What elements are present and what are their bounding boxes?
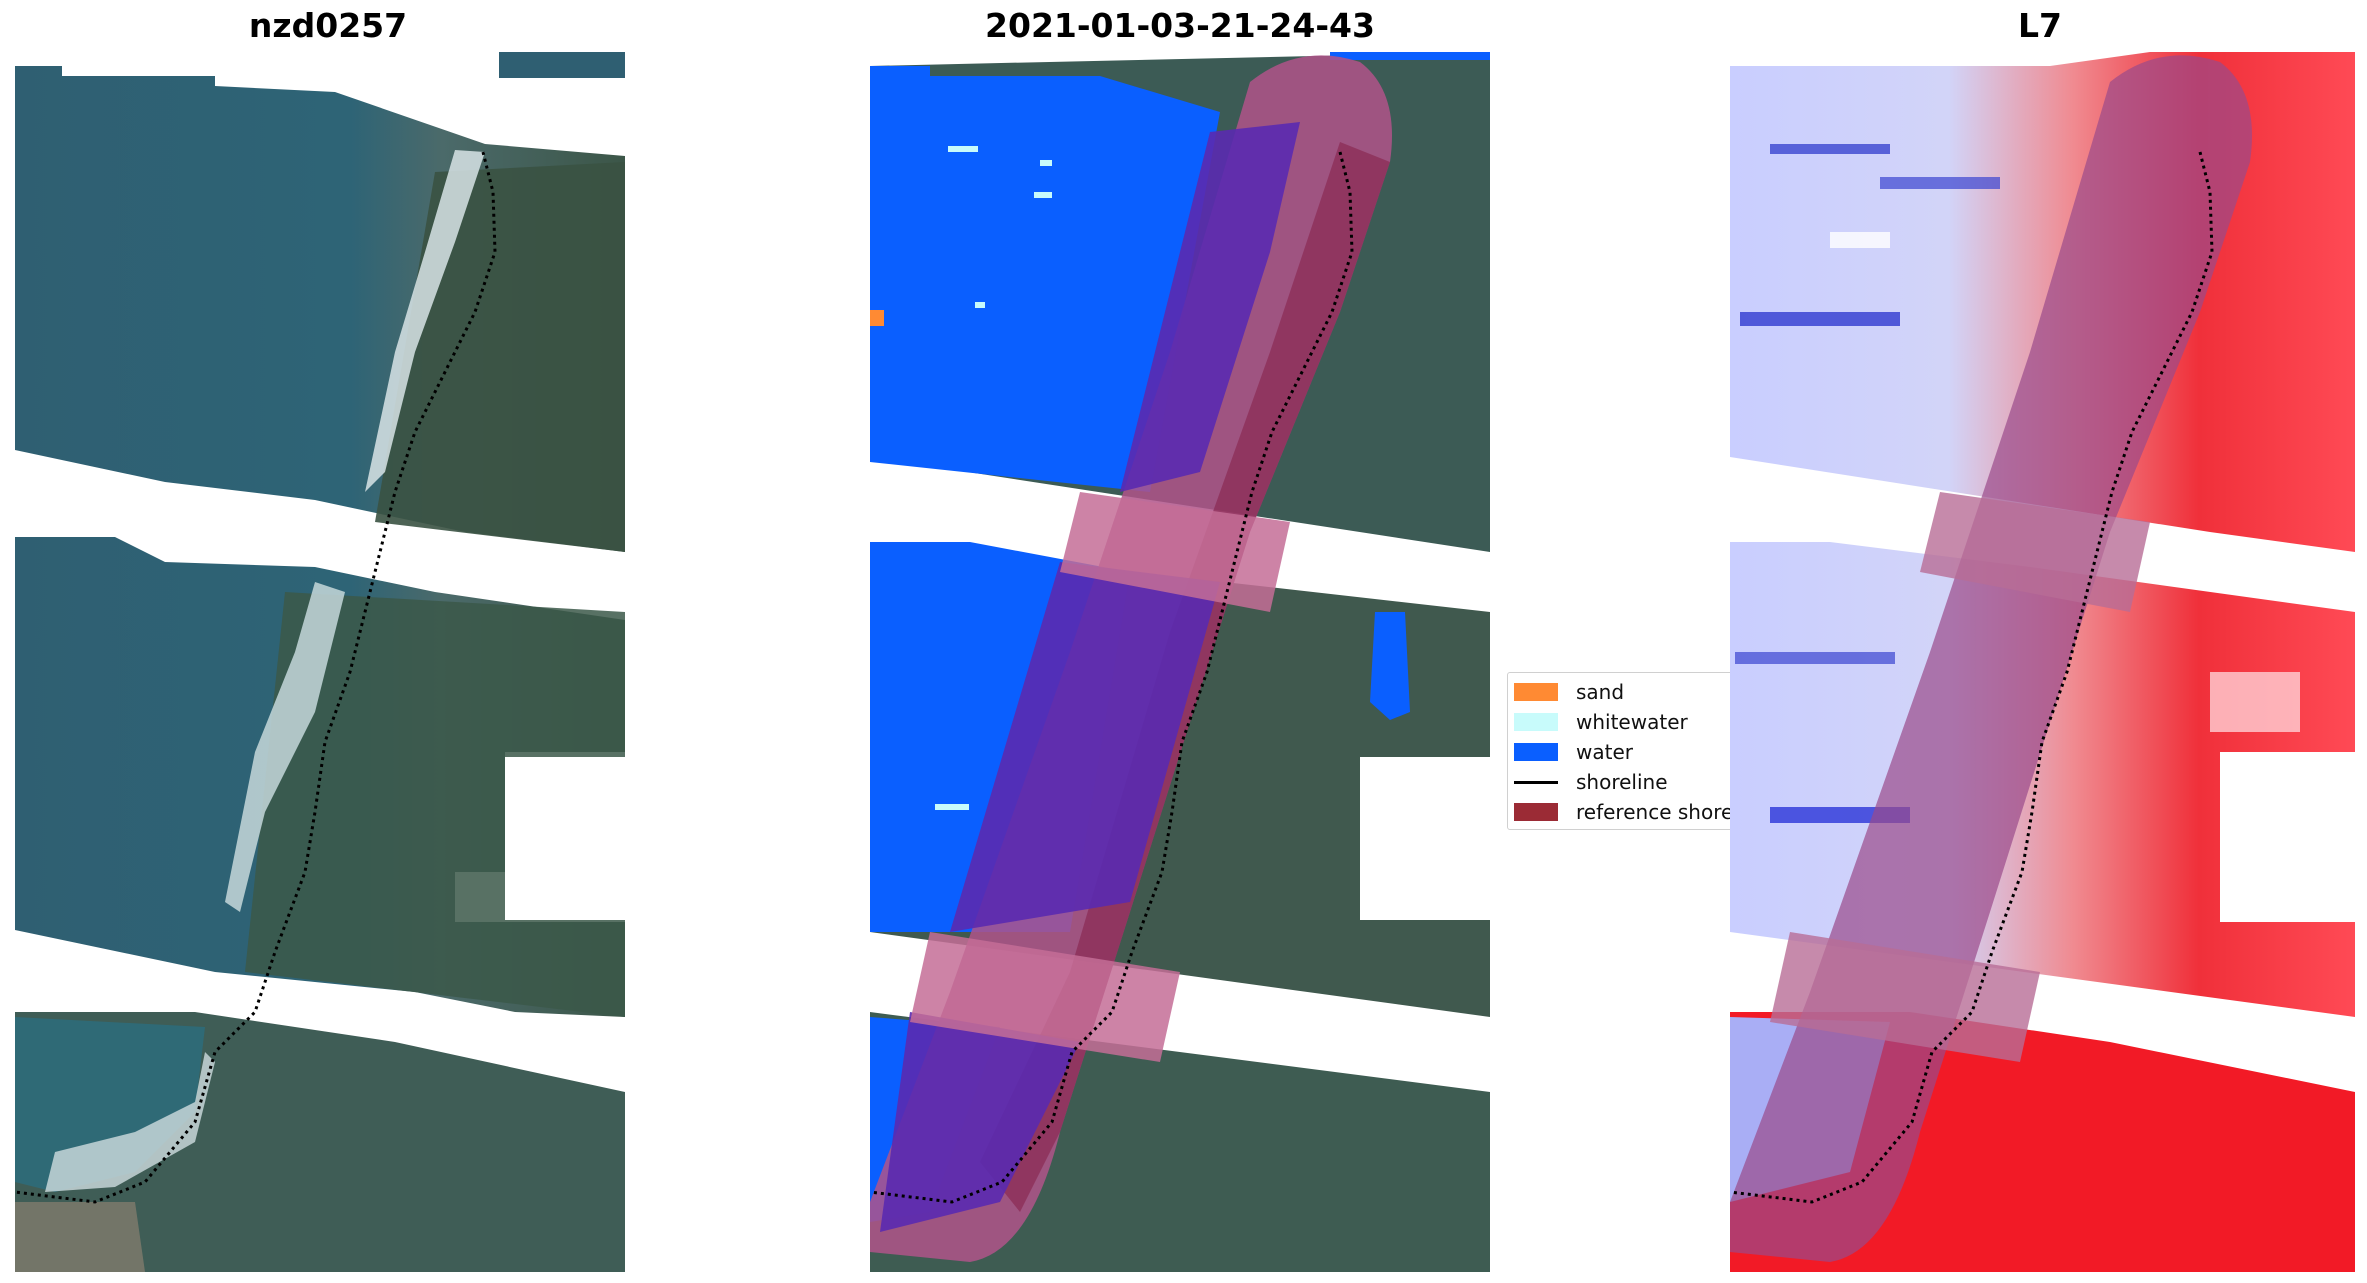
legend-label: water [1576, 740, 1633, 764]
panel-title-index: L7 [2018, 6, 2062, 45]
shoreline-path [15, 151, 497, 1204]
reference-buffer-swatch [1514, 803, 1558, 821]
legend-item-shoreline: shoreline [1514, 769, 1668, 795]
rgb-image-panel [15, 52, 630, 1272]
panel-title-rgb: nzd0257 [248, 6, 408, 45]
classification-panel [870, 52, 1490, 1272]
water-swatch [1514, 743, 1558, 761]
whitewater-swatch [1514, 713, 1558, 731]
sand-swatch [1514, 683, 1558, 701]
shoreline-line-swatch [1514, 780, 1558, 784]
shoreline-path [870, 151, 1354, 1204]
legend-label: sand [1576, 680, 1625, 704]
index-panel [1730, 52, 2355, 1272]
legend-label: reference shoreline buffer [1576, 800, 1736, 824]
shoreline-path [1730, 151, 2214, 1204]
legend-item-water: water [1514, 739, 1633, 765]
index-image [1730, 52, 2355, 1272]
legend-label: whitewater [1576, 710, 1688, 734]
classification-image [870, 52, 1490, 1272]
legend-label: shoreline [1576, 770, 1668, 794]
legend: sand whitewater water shoreline referenc… [1507, 672, 1737, 830]
legend-item-whitewater: whitewater [1514, 709, 1688, 735]
legend-item-sand: sand [1514, 679, 1624, 705]
rgb-image [15, 52, 630, 1272]
legend-item-reference-buffer: reference shoreline buffer [1514, 799, 1736, 825]
panel-title-classification: 2021-01-03-21-24-43 [985, 6, 1375, 45]
